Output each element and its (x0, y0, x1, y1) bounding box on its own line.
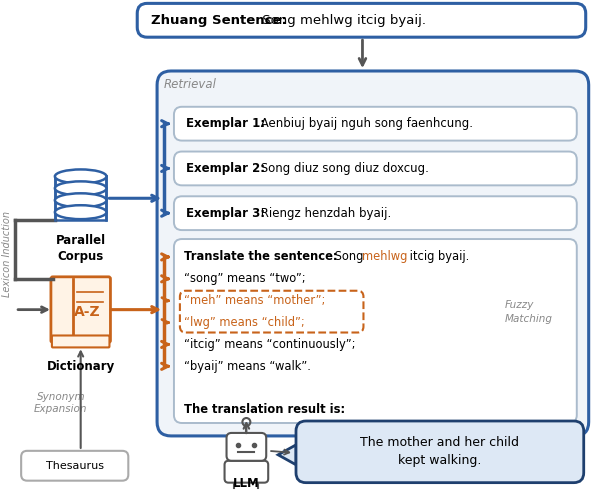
Polygon shape (278, 445, 296, 465)
FancyBboxPatch shape (224, 461, 268, 483)
FancyBboxPatch shape (296, 421, 584, 483)
Text: Parallel
Corpus: Parallel Corpus (56, 234, 106, 263)
FancyBboxPatch shape (174, 107, 577, 141)
FancyBboxPatch shape (137, 3, 586, 37)
Text: Thesaurus: Thesaurus (46, 461, 104, 471)
Text: Lexicon Induction: Lexicon Induction (2, 212, 12, 298)
Ellipse shape (55, 193, 106, 207)
Text: Riengz henzdah byaij.: Riengz henzdah byaij. (257, 207, 392, 220)
Ellipse shape (55, 182, 106, 195)
Text: Dictionary: Dictionary (47, 360, 115, 373)
Text: Exemplar 3:: Exemplar 3: (186, 207, 265, 220)
Text: mehlwg: mehlwg (362, 250, 408, 263)
Text: LLM: LLM (233, 477, 260, 490)
FancyBboxPatch shape (174, 196, 577, 230)
FancyBboxPatch shape (157, 71, 589, 436)
Text: “lwg” means “child”;: “lwg” means “child”; (184, 316, 305, 329)
FancyBboxPatch shape (174, 152, 577, 185)
Ellipse shape (55, 169, 106, 184)
FancyBboxPatch shape (52, 336, 109, 347)
Text: Aenbiuj byaij nguh song faenhcung.: Aenbiuj byaij nguh song faenhcung. (257, 117, 473, 130)
Text: Retrieval: Retrieval (164, 78, 217, 92)
Text: Zhuang Sentence:: Zhuang Sentence: (151, 14, 287, 27)
FancyBboxPatch shape (227, 433, 266, 461)
Text: Song mehlwg itcig byaij.: Song mehlwg itcig byaij. (258, 14, 426, 27)
Ellipse shape (55, 205, 106, 219)
Text: The translation result is:: The translation result is: (184, 402, 345, 416)
Text: Fuzzy
Matching: Fuzzy Matching (505, 300, 553, 324)
Text: Song diuz song diuz doxcug.: Song diuz song diuz doxcug. (257, 162, 429, 175)
Text: The mother and her child
kept walking.: The mother and her child kept walking. (361, 436, 520, 467)
FancyBboxPatch shape (174, 239, 577, 423)
Text: “meh” means “mother”;: “meh” means “mother”; (184, 294, 325, 307)
Text: “itcig” means “continuously”;: “itcig” means “continuously”; (184, 338, 355, 351)
Text: “byaij” means “walk”.: “byaij” means “walk”. (184, 360, 311, 373)
FancyBboxPatch shape (21, 451, 128, 481)
Text: Song: Song (331, 250, 367, 263)
FancyBboxPatch shape (55, 177, 106, 220)
Text: Synonym
Expansion: Synonym Expansion (34, 392, 88, 414)
Text: Exemplar 1:: Exemplar 1: (186, 117, 265, 130)
Text: A-Z: A-Z (74, 305, 101, 319)
FancyBboxPatch shape (51, 277, 110, 342)
Text: Translate the sentence:: Translate the sentence: (184, 250, 337, 263)
Text: “song” means “two”;: “song” means “two”; (184, 272, 305, 285)
Text: itcig byaij.: itcig byaij. (406, 250, 469, 263)
Text: Exemplar 2:: Exemplar 2: (186, 162, 265, 175)
